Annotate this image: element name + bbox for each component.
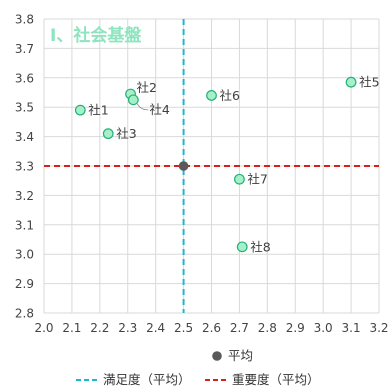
axis-ticks: 2.0 2.1 2.2 2.3 2.4 2.5 2.6 2.7 2.8 2.9 3.0 3.1 3.2 2… [15,13,389,336]
point-label: 社2 [137,80,157,95]
chart-title: Ⅰ、社会基盤 [50,25,142,46]
y-tick-label: 2.8 [15,307,34,321]
point-label: 社3 [116,126,136,141]
y-tick-label: 3.7 [15,42,34,56]
data-point [102,128,114,140]
data-point [345,76,357,88]
data-point [206,90,217,101]
x-tick-label: 2.4 [146,321,165,335]
point-label: 社4 [149,102,170,117]
x-tick-label: 2.7 [230,321,249,335]
label-leader-line [136,103,149,111]
point-label: 社7 [247,172,267,187]
x-tick-label: 2.8 [258,321,277,335]
legend-importance-label: 重要度（平均） [232,372,320,387]
point-label: 社5 [359,75,379,90]
legend-average-marker [212,351,222,361]
data-points: 社1 社2 社3 社4 社5 社6 社7 社8 [74,75,380,254]
x-tick-label: 3.0 [314,321,333,335]
x-tick-label: 2.3 [118,321,137,335]
x-tick-label: 2.1 [62,321,81,335]
point-label: 社1 [88,103,108,118]
x-tick-label: 2.9 [286,321,305,335]
x-tick-label: 3.2 [369,321,388,335]
point-label: 社8 [250,239,271,254]
y-tick-label: 2.9 [15,277,34,291]
x-tick-label: 3.1 [342,321,361,335]
x-tick-label: 2.2 [90,321,109,335]
legend: 平均 満足度（平均） 重要度（平均） [76,348,320,387]
y-tick-label: 3.4 [15,130,34,144]
y-tick-label: 3.6 [15,71,34,85]
x-tick-label: 2.0 [34,321,53,335]
data-point [234,173,245,185]
point-label: 社6 [220,88,241,103]
y-tick-label: 3.8 [15,13,34,27]
x-tick-label: 2.6 [202,321,221,335]
reference-lines [44,19,379,313]
y-tick-label: 3.5 [15,101,34,115]
legend-satisfaction-label: 満足度（平均） [103,372,191,387]
data-point [127,94,139,106]
y-tick-label: 3.1 [15,218,34,232]
average-point [178,161,189,171]
data-point [74,104,86,116]
y-tick-label: 3.0 [15,248,34,262]
y-tick-label: 3.3 [15,160,34,174]
data-point [236,241,248,253]
x-tick-label: 2.5 [174,321,193,335]
y-tick-label: 3.2 [15,189,34,203]
legend-average-label: 平均 [228,348,253,363]
